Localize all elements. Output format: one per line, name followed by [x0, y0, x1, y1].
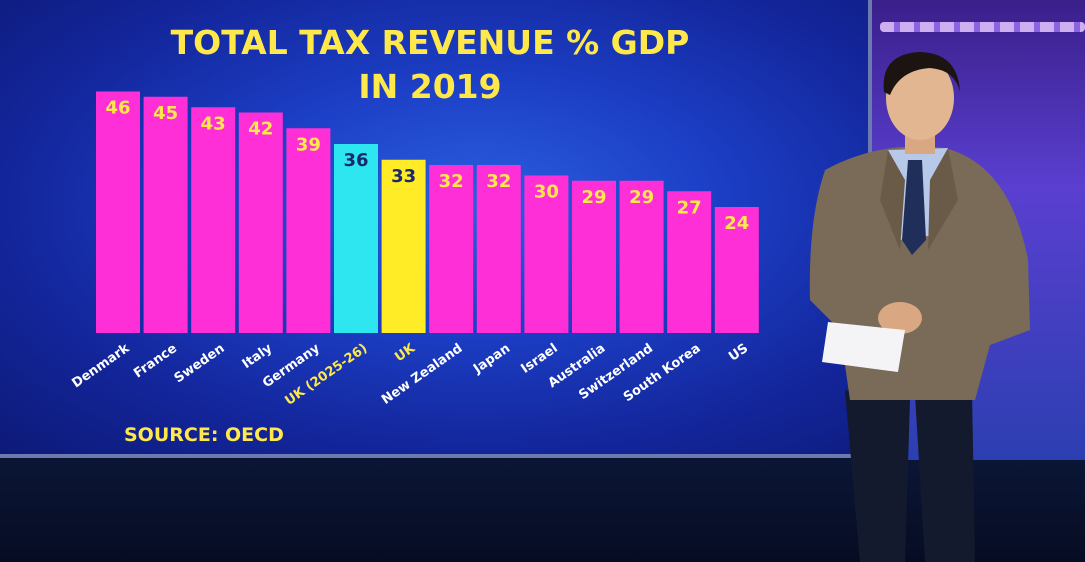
value-label: 24 — [724, 213, 749, 234]
value-label: 30 — [534, 182, 559, 203]
bar-chart: TOTAL TAX REVENUE % GDP IN 2019 46 45 43 42… — [69, 23, 759, 446]
chart-title-line-1: TOTAL TAX REVENUE % GDP — [171, 23, 690, 62]
video-wall-screen: TOTAL TAX REVENUE % GDP IN 2019 46 45 43 42… — [0, 0, 872, 458]
value-label: 29 — [581, 187, 606, 208]
bar-italy — [238, 112, 283, 333]
bar-uk-2025-26 — [334, 144, 378, 333]
bar-france — [143, 96, 188, 333]
bar-israel — [524, 175, 569, 333]
value-label: 27 — [677, 197, 702, 218]
chart-title: TOTAL TAX REVENUE % GDP IN 2019 — [171, 23, 690, 106]
value-label: 29 — [629, 187, 654, 208]
value-label: 43 — [201, 113, 226, 134]
value-label: 32 — [486, 171, 511, 192]
value-label: 39 — [296, 134, 321, 155]
value-label: 36 — [343, 150, 368, 171]
bar-sweden — [191, 107, 236, 333]
bar-uk — [381, 159, 426, 333]
bars-group — [96, 91, 759, 333]
source-label: SOURCE: OECD — [124, 424, 284, 446]
value-label: 32 — [439, 171, 464, 192]
chart-title-line-2: IN 2019 — [358, 67, 501, 106]
bar-south-korea — [667, 191, 712, 333]
bar-us — [714, 207, 759, 333]
value-label: 42 — [248, 119, 273, 140]
bar-australia — [572, 180, 616, 333]
bar-germany — [286, 128, 331, 333]
value-label: 45 — [153, 103, 178, 124]
bar-new-zealand — [429, 165, 474, 333]
studio-light-strip — [880, 22, 1085, 32]
value-labels-group: 46 45 43 42 39 36 33 32 32 30 29 29 27 24 — [105, 98, 749, 235]
value-label: 33 — [391, 166, 416, 187]
value-label: 46 — [105, 98, 130, 119]
bar-japan — [476, 165, 521, 333]
bar-switzerland — [619, 180, 664, 333]
bar-denmark — [96, 91, 140, 333]
